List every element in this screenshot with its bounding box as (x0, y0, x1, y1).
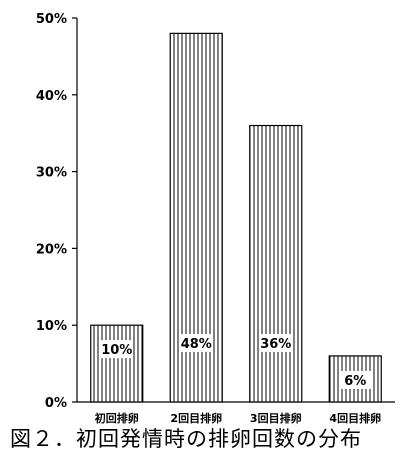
x-category-label: 4回目排卵 (329, 411, 381, 425)
bars: 10% 48% 36% 6% (90, 32, 382, 403)
x-axis-labels: 初回排卵 2回目排卵 3回目排卵 4回目排卵 (95, 411, 381, 425)
y-axis-ticks: 0% 10% 20% 30% 40% 50% (36, 12, 77, 411)
data-label: 48% (181, 337, 212, 352)
data-label-background (180, 334, 213, 352)
y-tick-label: 30% (36, 166, 67, 181)
x-category-label: 2回目排卵 (170, 411, 222, 425)
x-category-label: 3回目排卵 (250, 411, 302, 425)
y-tick-label: 50% (36, 12, 67, 27)
y-tick-label: 40% (36, 89, 67, 104)
data-label: 6% (344, 374, 366, 389)
data-label: 36% (260, 337, 291, 352)
data-label-background (339, 370, 372, 389)
bar (90, 324, 144, 403)
y-tick-label: 20% (36, 242, 67, 257)
x-category-label: 初回排卵 (95, 411, 139, 425)
data-label: 10% (101, 343, 132, 358)
figure-caption: 図２．初回発情時の排卵回数の分布 (10, 427, 362, 451)
bar (249, 124, 303, 403)
y-tick-label: 0% (45, 396, 67, 411)
data-label-background (100, 340, 133, 359)
data-label-background (259, 334, 292, 352)
y-tick-label: 10% (36, 319, 67, 334)
